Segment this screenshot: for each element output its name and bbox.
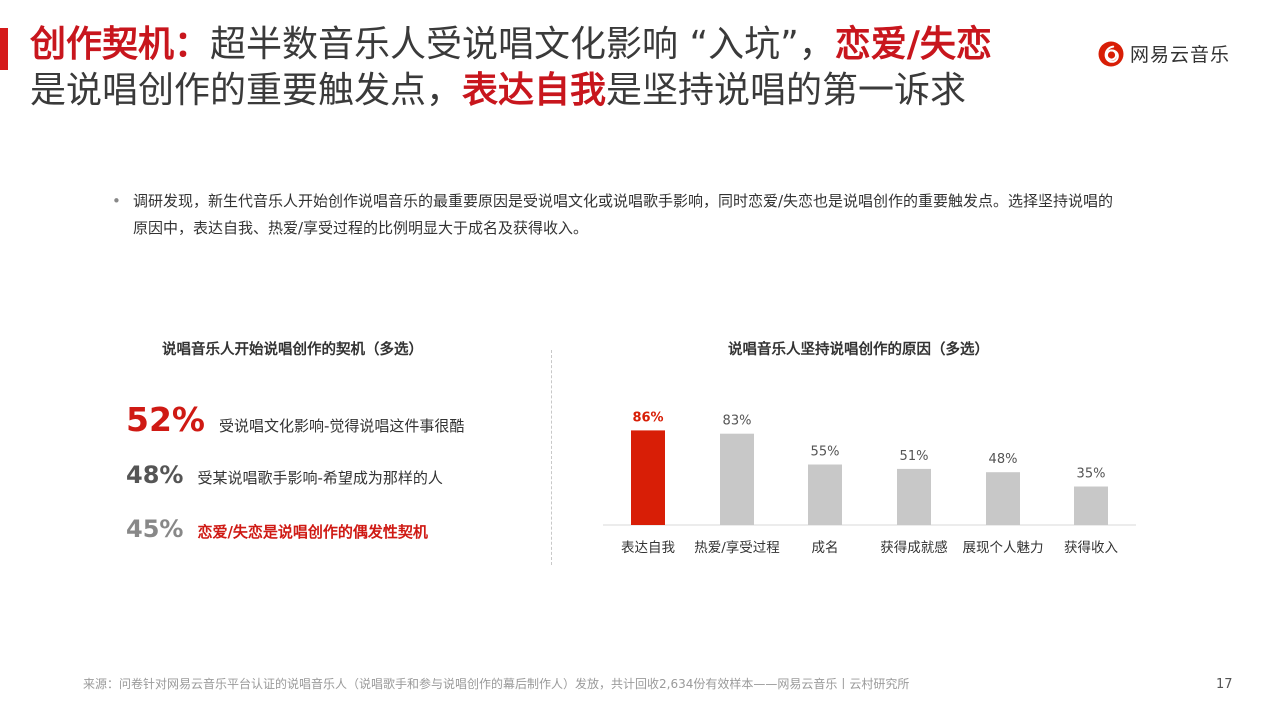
title-line-2: 是说唱创作的重要触发点，表达自我是坚持说唱的第一诉求: [30, 68, 1090, 114]
bar: [897, 468, 931, 525]
stat-label: 受某说唱歌手影响-希望成为那样的人: [197, 469, 443, 487]
title-text: 超半数音乐人受说唱文化影响 “入坑”，: [210, 24, 835, 65]
stat-item: 48% 受某说唱歌手影响-希望成为那样的人: [126, 461, 443, 489]
bar: [720, 433, 754, 525]
title-red-keyword: 恋爱/失恋: [834, 24, 992, 65]
source-note: 来源：问卷针对网易云音乐平台认证的说唱音乐人（说唱歌手和参与说唱创作的幕后制作人…: [83, 677, 910, 691]
category-label: 展现个人魅力: [963, 540, 1044, 556]
bar: [1074, 486, 1108, 525]
bar-value-label: 51%: [900, 449, 929, 464]
stat-item: 52% 受说唱文化影响-觉得说唱这件事很酷: [126, 400, 464, 439]
stat-item: 45% 恋爱/失恋是说唱创作的偶发性契机: [126, 515, 428, 543]
bar: [986, 472, 1020, 525]
bar-value-label: 55%: [811, 445, 840, 460]
bar: [808, 464, 842, 525]
title-text: 是说唱创作的重要触发点，: [30, 70, 463, 111]
page-number: 17: [1216, 677, 1233, 692]
panel-divider: [551, 350, 552, 565]
bullet-marker: •: [112, 192, 121, 210]
title-red-keyword: 表达自我: [462, 70, 607, 111]
bar: [631, 430, 665, 525]
stat-label: 受说唱文化影响-觉得说唱这件事很酷: [219, 417, 465, 435]
stat-percentage: 45%: [126, 515, 184, 543]
bar-value-label: 86%: [632, 410, 663, 425]
logo-text: 网易云音乐: [1130, 44, 1231, 66]
title-text: 是坚持说唱的第一诉求: [606, 70, 967, 111]
category-label: 成名: [812, 540, 839, 556]
category-label: 获得收入: [1064, 539, 1118, 556]
page-title: 创作契机：超半数音乐人受说唱文化影响 “入坑”，恋爱/失恋 是说唱创作的重要触发…: [30, 22, 1090, 114]
netease-music-logo: 网易云音乐: [1098, 40, 1230, 67]
summary-text: 调研发现，新生代音乐人开始创作说唱音乐的最重要原因是受说唱文化或说唱歌手影响，同…: [133, 192, 1114, 237]
right-panel-title: 说唱音乐人坚持说唱创作的原因（多选）: [728, 342, 989, 358]
summary-bullet: • 调研发现，新生代音乐人开始创作说唱音乐的最重要原因是受说唱文化或说唱歌手影响…: [112, 188, 1122, 242]
category-label: 表达自我: [621, 540, 675, 556]
category-label: 获得成就感: [880, 539, 948, 556]
stat-label: 恋爱/失恋是说唱创作的偶发性契机: [197, 523, 428, 541]
stat-percentage: 48%: [126, 461, 184, 489]
left-panel-title: 说唱音乐人开始说唱创作的契机（多选）: [162, 342, 423, 358]
title-red-keyword: 创作契机：: [30, 24, 211, 65]
bar-value-label: 35%: [1077, 467, 1106, 482]
bar-value-label: 48%: [989, 452, 1018, 467]
stat-percentage: 52%: [126, 400, 205, 439]
category-label: 热爱/享受过程: [694, 539, 780, 556]
title-line-1: 创作契机：超半数音乐人受说唱文化影响 “入坑”，恋爱/失恋: [30, 22, 1090, 68]
title-accent-bar: [0, 28, 8, 70]
bar-value-label: 83%: [723, 414, 752, 429]
netease-music-icon: [1098, 41, 1124, 66]
